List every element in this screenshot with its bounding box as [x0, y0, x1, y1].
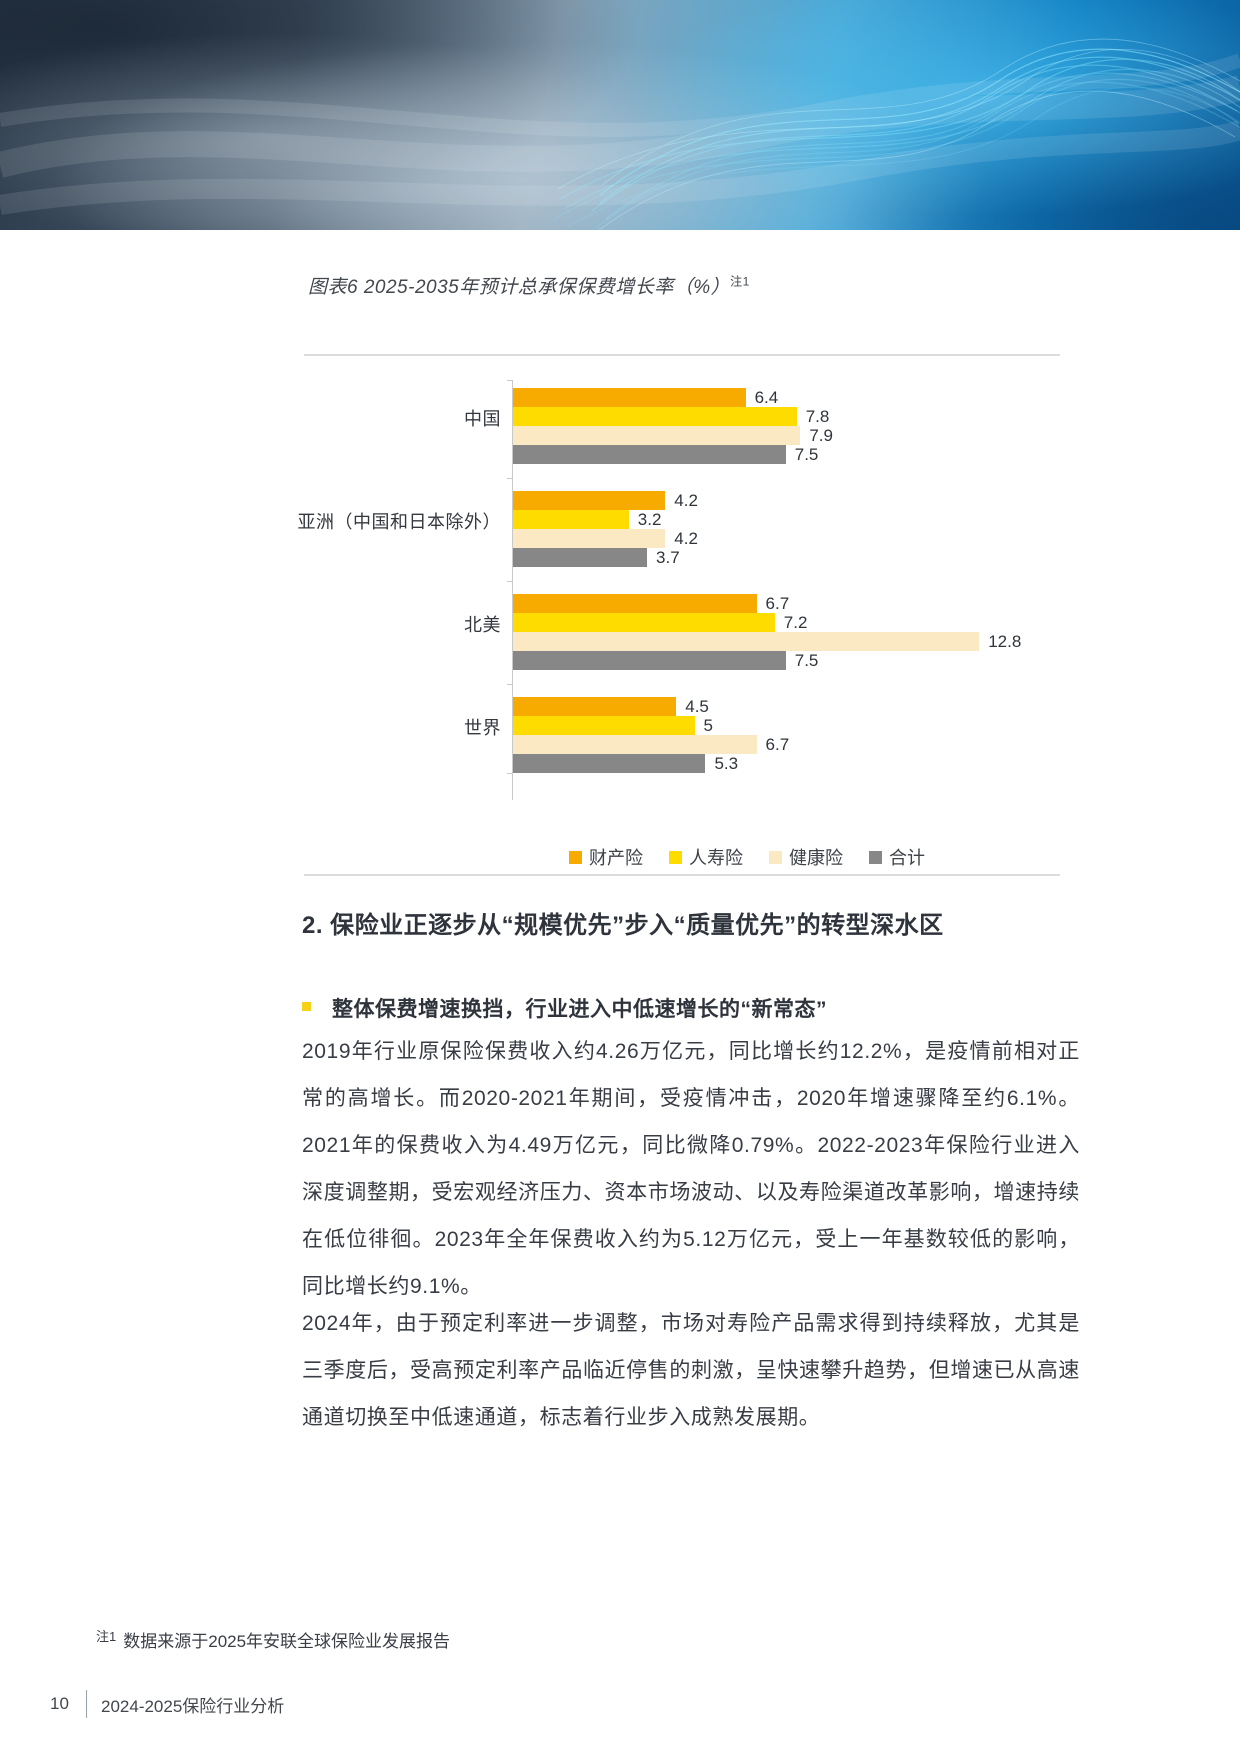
bar-row: 5	[512, 716, 1021, 735]
bar-财产险	[512, 594, 757, 613]
legend-swatch-icon	[669, 850, 682, 864]
bar-row: 4.2	[512, 491, 1021, 510]
legend-item: 人寿险	[669, 844, 743, 870]
chart-group: 6.7 7.2 12.8 7.5	[512, 594, 1021, 670]
body-paragraph-2: 2024年，由于预定利率进一步调整，市场对寿险产品需求得到持续释放，尤其是三季度…	[302, 1312, 1080, 1429]
category-label: 中国	[464, 409, 501, 429]
chart-legend: 财产险 人寿险 健康险 合计	[512, 844, 982, 870]
bar-健康险	[512, 632, 980, 651]
bar-合计	[512, 548, 648, 567]
bar-value-label: 3.2	[637, 509, 662, 529]
page-number: 10	[50, 1694, 69, 1713]
legend-swatch-icon	[869, 850, 882, 864]
footnote: 注1 数据来源于2025年安联全球保险业发展报告	[96, 1626, 450, 1652]
banner-wave-graphic	[0, 38, 1240, 230]
page-footer: 10 2024-2025保险行业分析	[50, 1690, 284, 1718]
bar-财产险	[512, 697, 677, 716]
bar-人寿险	[512, 716, 695, 735]
divider-bottom	[304, 874, 1060, 876]
bar-row: 12.8	[512, 632, 1021, 651]
category-label: 北美	[464, 615, 501, 635]
footer-divider	[86, 1690, 87, 1718]
category-label: 世界	[464, 718, 501, 738]
chart-group: 4.5 5 6.7 5.3	[512, 697, 1021, 773]
bar-财产险	[512, 491, 666, 510]
axis-tick	[507, 477, 512, 479]
axis-tick	[507, 773, 512, 774]
legend-label: 合计	[889, 848, 925, 868]
figure-title: 图表6 2025-2035年预计总承保保费增长率（%）注1	[308, 272, 1088, 299]
bar-value-label: 6.7	[765, 593, 790, 613]
bar-row: 6.4	[512, 388, 1021, 407]
legend-swatch-icon	[569, 850, 582, 864]
bar-row: 7.5	[512, 445, 1021, 464]
legend-label: 财产险	[589, 848, 643, 868]
bar-财产险	[512, 388, 746, 407]
footnote-marker: 注1	[96, 1629, 117, 1644]
bar-value-label: 12.8	[988, 631, 1022, 651]
bar-value-label: 4.2	[674, 490, 698, 510]
bar-value-label: 4.5	[685, 696, 709, 716]
bar-合计	[512, 754, 706, 773]
footer-doc-title: 2024-2025保险行业分析	[101, 1696, 285, 1716]
bar-value-label: 7.8	[805, 406, 830, 426]
chart-axis-line	[512, 380, 513, 800]
premium-growth-chart: 中国 亚洲（中国和日本除外） 北美 世界 6.4 7.8 7.9 7.5 4.2 3.2 4.2 3…	[296, 380, 1086, 870]
bar-row: 4.5	[512, 697, 1021, 716]
bar-row: 3.2	[512, 510, 1021, 529]
bar-合计	[512, 445, 786, 464]
axis-tick	[507, 683, 512, 685]
footnote-text: 数据来源于2025年安联全球保险业发展报告	[123, 1632, 451, 1651]
bar-value-label: 7.9	[809, 425, 833, 445]
bullet-square-icon	[302, 1002, 311, 1011]
legend-item: 健康险	[769, 844, 843, 870]
axis-tick	[507, 580, 512, 582]
bar-健康险	[512, 426, 801, 445]
bar-value-label: 6.4	[754, 387, 779, 407]
bar-row: 7.5	[512, 651, 1021, 670]
bar-value-label: 3.7	[656, 547, 680, 567]
axis-tick	[507, 380, 512, 381]
bar-value-label: 7.2	[783, 612, 808, 632]
legend-swatch-icon	[769, 850, 782, 864]
bar-value-label: 7.5	[794, 650, 819, 670]
bar-value-label: 6.7	[765, 734, 790, 754]
bar-value-label: 5.3	[714, 753, 739, 773]
legend-item: 合计	[869, 844, 925, 870]
bar-row: 6.7	[512, 735, 1021, 754]
chart-group: 6.4 7.8 7.9 7.5	[512, 388, 1021, 464]
bar-row: 7.9	[512, 426, 1021, 445]
chart-plot-area: 6.4 7.8 7.9 7.5 4.2 3.2 4.2 3.7 6.7 7.2 12.8 7.5 4.5…	[507, 380, 1021, 800]
bullet-heading-row: 整体保费增速换挡，行业进入中低速增长的“新常态”	[302, 993, 1092, 1023]
category-label: 亚洲（中国和日本除外）	[297, 512, 501, 532]
legend-item: 财产险	[569, 844, 643, 870]
body-paragraph-1: 2019年行业原保险保费收入约4.26万亿元，同比增长约12.2%，是疫情前相对…	[302, 1040, 1080, 1298]
bar-健康险	[512, 735, 757, 754]
bar-人寿险	[512, 510, 629, 529]
bar-value-label: 7.5	[794, 444, 819, 464]
bullet-heading: 整体保费增速换挡，行业进入中低速增长的“新常态”	[332, 998, 827, 1021]
bar-row: 5.3	[512, 754, 1021, 773]
header-banner-image	[0, 0, 1240, 230]
figure-title-note-marker: 注1	[730, 274, 750, 289]
bar-row: 4.2	[512, 529, 1021, 548]
bar-row: 6.7	[512, 594, 1021, 613]
section-heading: 2. 保险业正逐步从“规模优先”步入“质量优先”的转型深水区	[302, 912, 944, 939]
bar-row: 7.8	[512, 407, 1021, 426]
figure-title-text: 图表6 2025-2035年预计总承保保费增长率（%）	[308, 277, 731, 298]
bar-value-label: 5	[703, 715, 713, 735]
legend-label: 健康险	[789, 848, 843, 868]
bar-健康险	[512, 529, 666, 548]
bar-人寿险	[512, 613, 775, 632]
bar-row: 3.7	[512, 548, 1021, 567]
bar-人寿险	[512, 407, 797, 426]
divider-top	[304, 354, 1060, 356]
bar-合计	[512, 651, 786, 670]
chart-category-axis: 中国亚洲（中国和日本除外） 北美世界	[296, 380, 512, 800]
chart-group: 4.2 3.2 4.2 3.7	[512, 491, 1021, 567]
bar-row: 7.2	[512, 613, 1021, 632]
bar-value-label: 4.2	[674, 528, 698, 548]
legend-label: 人寿险	[689, 848, 743, 868]
